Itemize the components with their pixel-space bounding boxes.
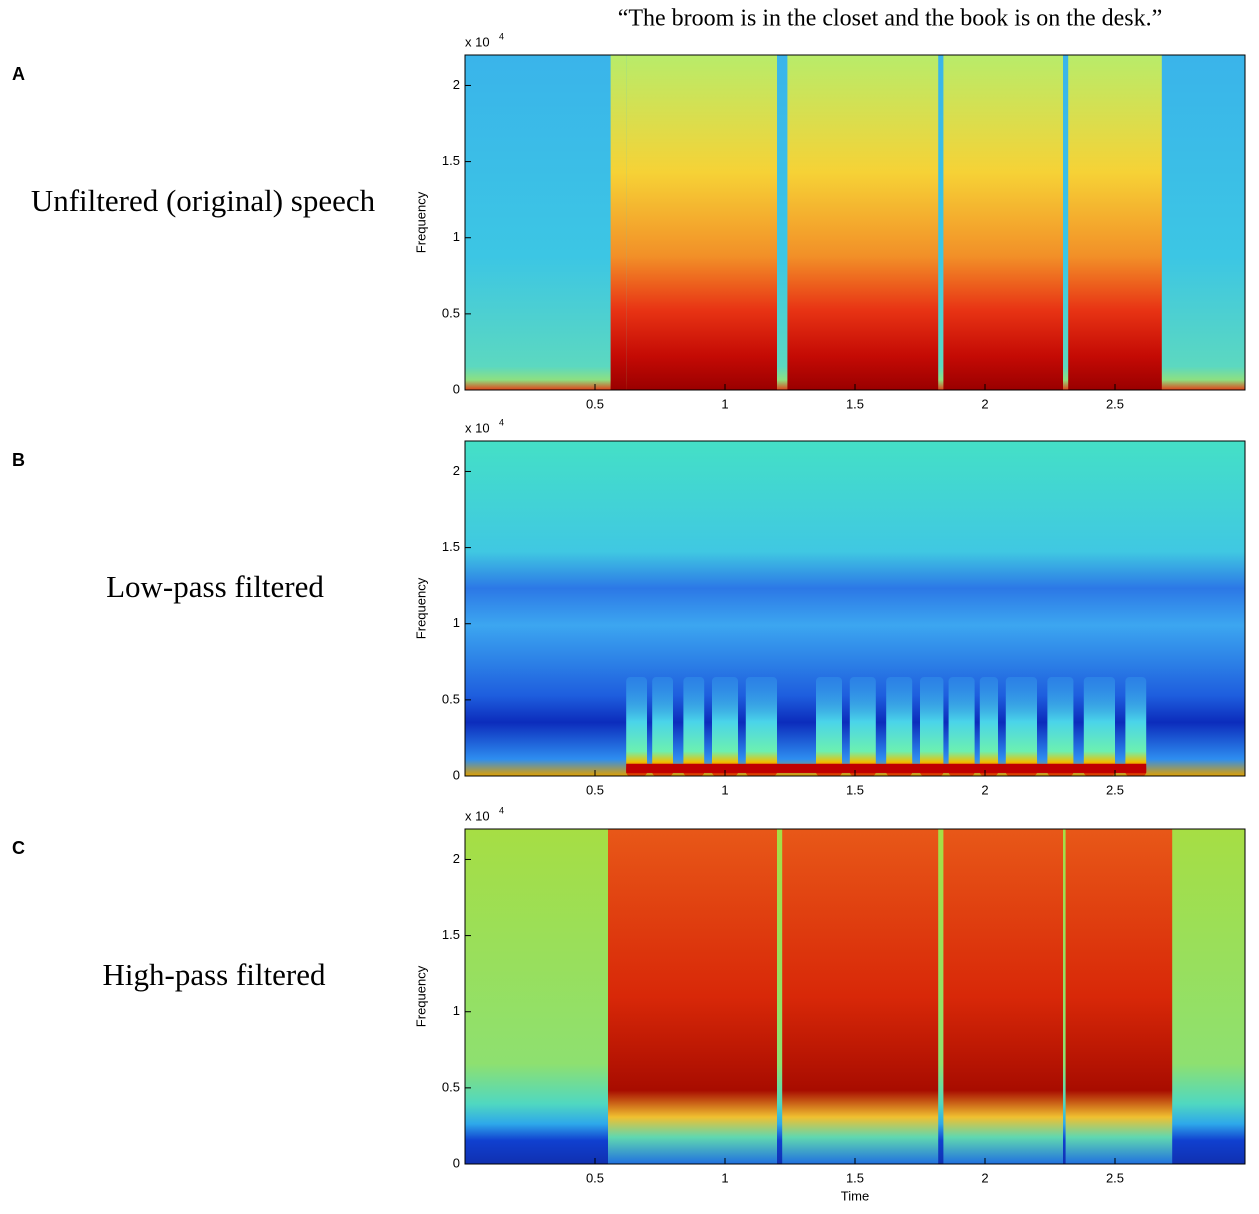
y-tick-label: 2 bbox=[453, 77, 460, 92]
y-multiplier-exponent: 4 bbox=[499, 805, 504, 815]
x-tick-label: 1 bbox=[721, 1170, 728, 1185]
spectrogram-energy bbox=[652, 677, 673, 776]
spectrogram-energy bbox=[920, 677, 944, 776]
y-tick-label: 1.5 bbox=[442, 539, 460, 554]
y-tick-label: 1.5 bbox=[442, 927, 460, 942]
y-axis-label: Frequency bbox=[413, 965, 428, 1027]
spectrogram-energy bbox=[1068, 55, 1162, 390]
x-tick-label: 1.5 bbox=[846, 1170, 864, 1185]
x-tick-label: 2.5 bbox=[1106, 1170, 1124, 1185]
x-tick-label: 2 bbox=[981, 1170, 988, 1185]
spectrogram-energy bbox=[787, 55, 939, 390]
y-tick-label: 2 bbox=[453, 463, 460, 478]
x-tick-label: 1 bbox=[721, 396, 728, 411]
y-multiplier: x 10 bbox=[465, 34, 490, 49]
spectrogram-energy bbox=[943, 55, 1063, 390]
y-tick-label: 0.5 bbox=[442, 1079, 460, 1094]
panel-title: Unfiltered (original) speech bbox=[31, 183, 376, 218]
spectrogram-energy bbox=[782, 829, 939, 1164]
spectrogram-energy bbox=[1083, 677, 1115, 776]
spectrogram-energy bbox=[1125, 677, 1147, 776]
x-tick-label: 0.5 bbox=[586, 396, 604, 411]
y-axis-label: Frequency bbox=[413, 191, 428, 253]
y-tick-label: 1 bbox=[453, 229, 460, 244]
panel-label: A bbox=[12, 64, 25, 84]
y-tick-label: 0.5 bbox=[442, 305, 460, 320]
panel-label: C bbox=[12, 838, 25, 858]
spectrogram-energy bbox=[1047, 677, 1074, 776]
spectrogram-energy bbox=[979, 677, 998, 776]
x-tick-label: 1.5 bbox=[846, 396, 864, 411]
spectrogram-energy bbox=[626, 763, 1147, 773]
x-tick-label: 0.5 bbox=[586, 1170, 604, 1185]
spectrogram-energy bbox=[683, 677, 705, 776]
x-tick-label: 1 bbox=[721, 782, 728, 797]
spectrogram bbox=[465, 55, 1245, 390]
y-tick-label: 0.5 bbox=[442, 691, 460, 706]
x-tick-label: 2 bbox=[981, 396, 988, 411]
y-multiplier: x 10 bbox=[465, 808, 490, 823]
y-multiplier-exponent: 4 bbox=[499, 31, 504, 41]
x-tick-label: 2.5 bbox=[1106, 782, 1124, 797]
y-multiplier: x 10 bbox=[465, 420, 490, 435]
x-tick-label: 2.5 bbox=[1106, 396, 1124, 411]
y-tick-label: 1.5 bbox=[442, 153, 460, 168]
spectrogram-energy bbox=[943, 829, 1063, 1164]
spectrogram-energy bbox=[1065, 829, 1173, 1164]
spectrogram bbox=[465, 441, 1245, 776]
caption: “The broom is in the closet and the book… bbox=[618, 6, 1163, 32]
spectrogram-energy bbox=[608, 829, 777, 1164]
spectrogram-energy bbox=[626, 677, 647, 776]
y-multiplier-exponent: 4 bbox=[499, 417, 504, 427]
x-tick-label: 2 bbox=[981, 782, 988, 797]
y-axis-label: Frequency bbox=[413, 577, 428, 639]
y-tick-label: 0 bbox=[453, 1155, 460, 1170]
panel-label: B bbox=[12, 450, 25, 470]
spectrogram bbox=[465, 829, 1245, 1164]
spectrogram-energy bbox=[745, 677, 777, 776]
spectrogram-energy bbox=[849, 677, 876, 776]
y-tick-label: 0 bbox=[453, 767, 460, 782]
spectrogram-energy bbox=[712, 677, 738, 776]
spectrogram-energy bbox=[626, 55, 777, 390]
spectrogram-energy bbox=[1005, 677, 1037, 776]
spectrogram-energy bbox=[886, 677, 913, 776]
y-tick-label: 1 bbox=[453, 615, 460, 630]
y-tick-label: 2 bbox=[453, 851, 460, 866]
spectrogram-energy bbox=[610, 55, 627, 390]
y-tick-label: 1 bbox=[453, 1003, 460, 1018]
spectrogram-energy bbox=[816, 677, 842, 776]
y-tick-label: 0 bbox=[453, 381, 460, 396]
panel-title: Low-pass filtered bbox=[106, 569, 324, 604]
x-tick-label: 0.5 bbox=[586, 782, 604, 797]
panel-title: High-pass filtered bbox=[103, 957, 326, 992]
spectrogram-energy bbox=[948, 677, 975, 776]
x-axis-label: Time bbox=[841, 1188, 869, 1203]
x-tick-label: 1.5 bbox=[846, 782, 864, 797]
